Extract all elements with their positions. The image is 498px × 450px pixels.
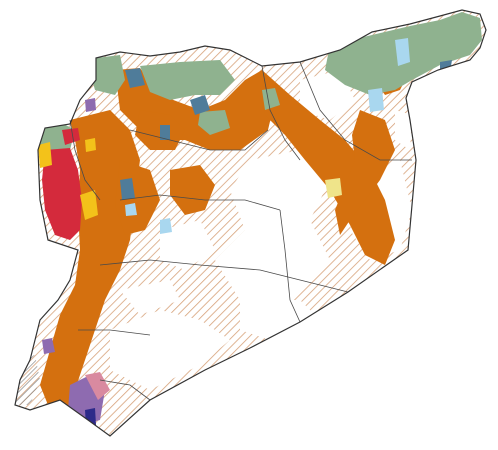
border-line-7 (78, 329, 151, 336)
border-line-6 (279, 209, 301, 323)
white-patch-south (110, 310, 230, 390)
border-line-2 (299, 61, 412, 161)
sage-kobani (140, 60, 235, 100)
red-regions (42, 128, 82, 240)
red-alawite-core (42, 148, 82, 240)
red-alawite-north (62, 128, 80, 145)
pale-yellow-region (325, 178, 342, 198)
white-patch-southeast (240, 300, 320, 340)
white-patch-central (215, 150, 330, 300)
sage-hasakah-south (262, 88, 280, 110)
pink-south (85, 372, 110, 400)
steelblue-north (125, 68, 145, 88)
purple-west (85, 98, 96, 112)
yellow-north-west (85, 138, 96, 152)
border-line-1 (261, 65, 301, 161)
governorate-borders (69, 61, 412, 401)
darkblue-south (85, 408, 96, 426)
steelblue-hama (160, 125, 170, 140)
orange-euphrates-east (335, 110, 395, 235)
yellow-masyaf (80, 190, 98, 220)
lightblue-khabur (368, 88, 384, 112)
white-patch-mid (160, 220, 215, 270)
purple-coast (42, 338, 55, 354)
light-blue-regions (125, 38, 410, 234)
lightblue-homs (160, 218, 172, 234)
white-patch-northeast (300, 70, 355, 120)
lightblue-west (125, 203, 137, 216)
border-line-3 (129, 129, 269, 151)
steelblue-jarabulus (190, 95, 210, 115)
steel-blue-regions (120, 60, 452, 200)
lightblue-qamishli (395, 38, 410, 66)
orange-west-corridor (40, 110, 140, 420)
border-line-8 (69, 119, 101, 201)
border-line-9 (99, 379, 151, 401)
syria-outline (14, 9, 487, 437)
yellow-coast (38, 142, 52, 168)
border-line-5 (99, 259, 349, 293)
border-line-4 (119, 194, 281, 211)
yellow-regions (38, 138, 98, 220)
sage-afrin (90, 55, 125, 95)
orange-euphrates (262, 70, 395, 265)
white-patch-ne2 (395, 110, 412, 150)
steelblue-central (120, 178, 135, 200)
sage-manbij (198, 110, 230, 135)
orange-south-central (170, 165, 215, 215)
white-patch-southcenter (120, 280, 180, 315)
